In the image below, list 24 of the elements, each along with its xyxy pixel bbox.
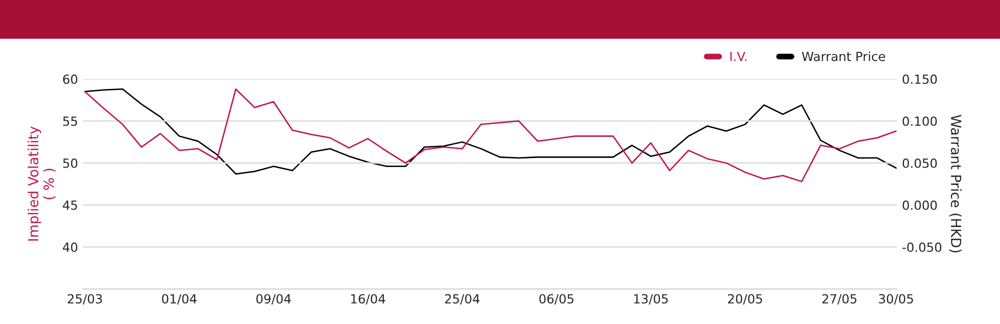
- legend-label: Warrant Price: [802, 51, 886, 62]
- x-tick-label: 27/05: [822, 294, 856, 305]
- x-tick-label: 20/05: [728, 294, 762, 305]
- y-tick-label: 55: [63, 116, 78, 126]
- x-tick-label: 01/04: [162, 294, 197, 305]
- x-tick-label: 25/04: [445, 294, 480, 305]
- legend-label: I.V.: [730, 52, 746, 61]
- y2-tick-label: 0.150: [902, 74, 937, 84]
- x-tick-label: 16/04: [351, 294, 386, 305]
- y2-tick-label: 0.100: [902, 116, 937, 126]
- y-axis-title: Implied Volatility ( % ): [28, 126, 56, 241]
- x-tick-label: 25/03: [68, 294, 102, 305]
- y2-tick-label: -0.050: [902, 242, 942, 252]
- y-tick-label: 45: [62, 200, 78, 210]
- y2-tick-label: 0.050: [902, 158, 937, 168]
- y-tick-label: 60: [63, 74, 78, 84]
- y-tick-label: 50: [63, 158, 78, 168]
- x-tick-label: 06/05: [539, 294, 574, 305]
- x-tick-label: 30/05: [879, 294, 913, 305]
- x-tick-label: 13/05: [634, 294, 668, 305]
- y-tick-label: 40: [62, 242, 78, 252]
- y2-axis-title: Warrant Price (HKD): [949, 114, 962, 252]
- y2-tick-label: 0.000: [902, 200, 937, 210]
- x-tick-label: 09/04: [256, 294, 291, 305]
